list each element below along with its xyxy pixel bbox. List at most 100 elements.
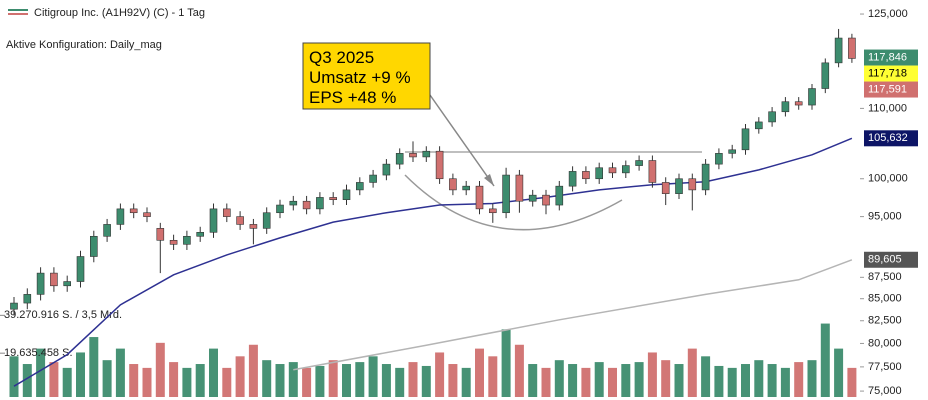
volume-bar (581, 367, 591, 397)
volume-bar (634, 362, 644, 397)
price-tag (864, 81, 918, 98)
y-tick-label: 87,500 (868, 271, 902, 283)
price-tag (864, 49, 918, 66)
volume-bar (514, 344, 524, 397)
volume-bar (102, 360, 112, 397)
candle-body (342, 189, 351, 201)
volume-bar (355, 362, 365, 397)
volume-bar (754, 360, 764, 397)
candle-body (528, 194, 537, 202)
cup-arc (404, 174, 623, 231)
volume-bar (22, 364, 32, 397)
volume-bar (115, 348, 125, 397)
candle-body (209, 208, 218, 233)
y-tick-label: 125,000 (868, 8, 908, 20)
volume-bar (275, 364, 285, 397)
volume-bar (395, 367, 405, 397)
volume-bar (714, 365, 724, 397)
volume-bar (262, 360, 272, 397)
moving-average (13, 137, 853, 387)
volume-bar (554, 360, 564, 397)
annotation-text: Umsatz +9 % (309, 68, 411, 87)
volume-bar (142, 367, 152, 397)
candle-body (608, 167, 617, 174)
volume-bar (49, 362, 59, 397)
candle-body (262, 212, 271, 229)
candle-body (129, 208, 138, 214)
price-tag (864, 65, 918, 82)
volume-bar (302, 367, 312, 397)
volume-bar (209, 348, 218, 397)
candle-body (10, 302, 18, 310)
candle-body (276, 204, 284, 214)
candle-body (435, 150, 444, 180)
price-tag-label: 117,591 (868, 83, 907, 95)
volume-bar (435, 352, 445, 397)
candle-body (382, 163, 391, 176)
candle-body (715, 153, 723, 165)
candle-body (821, 62, 830, 89)
candle-body (63, 281, 72, 287)
volume-bar (342, 364, 351, 397)
candle-body (409, 153, 417, 158)
volume-bar (9, 356, 19, 397)
arrow-head (484, 174, 494, 186)
candle-body (502, 174, 510, 214)
candle-body (595, 167, 604, 180)
candle-body (794, 101, 803, 106)
volume-bar (834, 348, 844, 397)
candle-body (236, 216, 244, 225)
y-tick-label: 75,000 (868, 385, 902, 397)
candle-body (143, 212, 151, 217)
candle-body (475, 185, 484, 210)
candle-body (661, 182, 670, 194)
candle-body (76, 256, 85, 282)
candle-body (542, 194, 550, 206)
candle-body (116, 208, 125, 225)
volume-bar (661, 360, 671, 397)
moving-average (293, 259, 853, 371)
volume-bar (315, 365, 325, 397)
candle-body (781, 101, 790, 113)
volume-bar (701, 356, 711, 397)
volume-bar (488, 356, 498, 397)
candle-body (741, 128, 750, 151)
volume-bar (594, 362, 604, 397)
annotation-box (302, 42, 431, 110)
candle-body (555, 185, 564, 206)
candle-body (582, 171, 590, 180)
candle-body (23, 294, 32, 304)
volume-bar (528, 364, 538, 397)
volume-bar (182, 367, 192, 397)
candle-body (488, 208, 497, 214)
y-tick-label: 100,000 (868, 173, 908, 185)
candle-body (688, 178, 697, 191)
volume-bar (461, 367, 471, 397)
price-tag-label: 117,846 (868, 51, 907, 63)
volume-bar (195, 364, 205, 397)
y-tick-label: 82,500 (868, 315, 902, 327)
volume-bar (820, 323, 830, 397)
volume-bar (501, 329, 511, 397)
candle-body (329, 197, 338, 201)
candle-body (169, 239, 178, 245)
volume-bar (807, 360, 817, 397)
volume-bar (794, 362, 804, 397)
candle-body (728, 149, 737, 154)
volume-tick-label: 19.635.458 S. (4, 347, 73, 359)
candle-body (302, 200, 311, 210)
candle-body (223, 208, 231, 217)
volume-bar (36, 348, 46, 397)
y-tick-label: 77,500 (868, 361, 902, 373)
volume-bar (475, 348, 484, 397)
candle-body (36, 272, 45, 295)
annotation-arrow (429, 94, 495, 187)
volume-bar (847, 367, 857, 397)
price-tag-label: 117,718 (868, 67, 907, 79)
candle-body (369, 174, 377, 183)
candle-body (515, 174, 524, 202)
volume-bar (155, 342, 165, 397)
volume-bar (608, 367, 617, 397)
candle-body (289, 200, 298, 206)
